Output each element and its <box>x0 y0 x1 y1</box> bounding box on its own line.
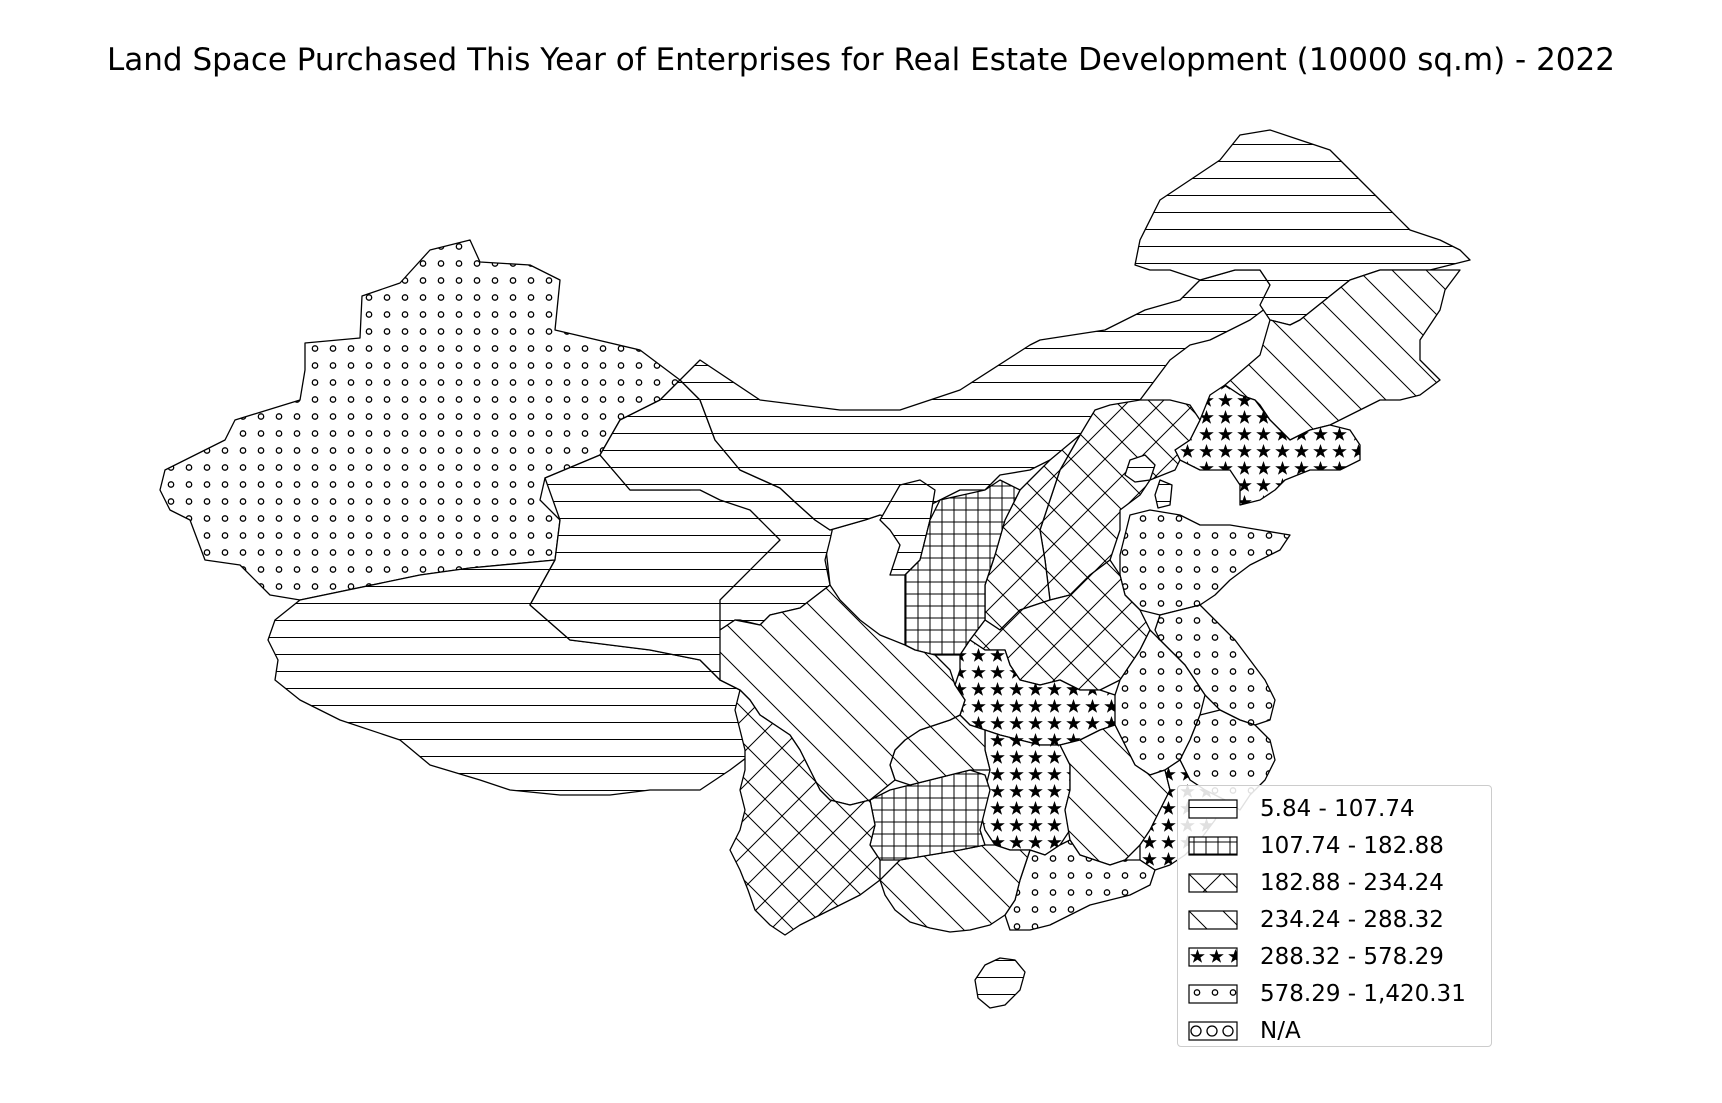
legend-item: 578.29 - 1,420.31 <box>1188 981 1466 1007</box>
legend-swatch-stars <box>1188 947 1238 967</box>
legend-item: 234.24 - 288.32 <box>1188 907 1444 933</box>
legend-swatch-bigdots <box>1188 1021 1238 1041</box>
legend-swatch-xhatch <box>1188 873 1238 893</box>
region-xinjiang <box>159 239 681 601</box>
legend-label: 5.84 - 107.74 <box>1260 796 1415 822</box>
legend-swatch-hlines <box>1188 799 1238 819</box>
region-hunan <box>979 729 1071 856</box>
legend-item: 107.74 - 182.88 <box>1188 833 1444 859</box>
legend-label: 234.24 - 288.32 <box>1260 907 1444 933</box>
region-yunnan <box>729 689 881 936</box>
legend-label: 107.74 - 182.88 <box>1260 833 1444 859</box>
legend-label: 578.29 - 1,420.31 <box>1260 981 1466 1007</box>
legend-item: 182.88 - 234.24 <box>1188 870 1444 896</box>
legend-swatch-smalldots <box>1188 984 1238 1004</box>
legend-label: 288.32 - 578.29 <box>1260 944 1444 970</box>
region-tianjin <box>1154 479 1173 509</box>
region-beijing <box>1124 454 1156 483</box>
legend-label: 182.88 - 234.24 <box>1260 870 1444 896</box>
legend-swatch-grid <box>1188 836 1238 856</box>
map-legend: 5.84 - 107.74 107.74 - 182.88 182.88 - 2… <box>1177 785 1492 1047</box>
legend-item: N/A <box>1188 1018 1301 1044</box>
region-shandong <box>1119 509 1291 616</box>
map-title: Land Space Purchased This Year of Enterp… <box>107 42 1615 78</box>
region-hainan <box>974 957 1026 1009</box>
legend-label: N/A <box>1260 1018 1301 1044</box>
regions-layer <box>159 129 1471 1009</box>
region-inner-mongolia <box>679 269 1271 531</box>
legend-item: 5.84 - 107.74 <box>1188 796 1415 822</box>
legend-item: 288.32 - 578.29 <box>1188 944 1444 970</box>
legend-swatch-bslash <box>1188 910 1238 930</box>
